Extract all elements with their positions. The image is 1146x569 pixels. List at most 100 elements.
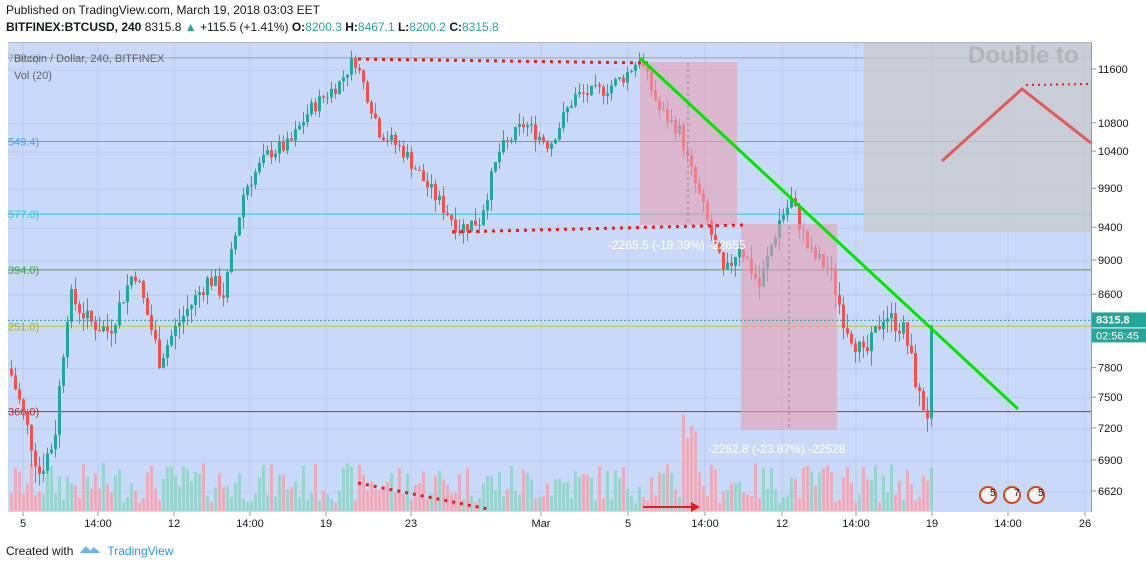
candle-body — [82, 313, 85, 319]
volume-bar — [46, 472, 49, 511]
candle-body — [398, 144, 401, 147]
volume-bar — [130, 483, 133, 511]
candle-body — [610, 85, 613, 94]
candle-body — [306, 114, 309, 123]
candle-body — [414, 168, 417, 170]
volume-bar — [874, 465, 877, 511]
price-axis[interactable]: 11600 10800 10400 9900 9400 9000 8600 7800 7500 7… — [1091, 42, 1146, 512]
volume-bar — [610, 499, 613, 511]
volume-bar — [530, 479, 533, 511]
volume-bar — [202, 463, 205, 511]
candle-body — [30, 424, 33, 451]
candle-body — [486, 200, 489, 211]
volume-bar — [390, 473, 393, 511]
volume-bar — [862, 466, 865, 511]
volume-bar — [50, 465, 53, 511]
volume-bar — [454, 493, 457, 511]
price-tick-label: 6620 — [1098, 486, 1122, 498]
volume-bar — [174, 475, 177, 511]
last-price-badge — [1092, 312, 1146, 328]
volume-bar — [482, 483, 485, 511]
volume-bar — [550, 495, 553, 511]
time-axis[interactable]: 5 14:00 12 14:00 19 23 Mar 5 14:00 12 14:00 19 14:00… — [8, 512, 1091, 534]
candle-body — [518, 124, 521, 127]
candle-body — [14, 375, 17, 390]
volume-bar — [722, 491, 725, 511]
volume-bar — [866, 479, 869, 511]
candle-body — [202, 292, 205, 296]
candle-body — [546, 142, 549, 149]
volume-bar — [506, 489, 509, 511]
price-tick-label: 7800 — [1098, 363, 1122, 375]
candle-body — [366, 82, 369, 103]
candle-body — [114, 325, 117, 334]
candle-body — [214, 276, 217, 286]
candle-body — [50, 449, 53, 454]
chart-pane[interactable]: 788.0) 549.4) 577.0) 394.0) 251.0) 366.0) Dou… — [8, 42, 1091, 514]
volume-bar — [402, 494, 405, 511]
candle-body — [926, 410, 929, 419]
candle-body — [798, 206, 801, 230]
volume-bar — [70, 483, 73, 511]
volume-bar — [230, 496, 233, 511]
volume-bar — [726, 490, 729, 511]
volume-bar — [222, 487, 225, 511]
candle-body — [878, 326, 881, 330]
volume-bar — [770, 468, 773, 511]
candle-body — [402, 146, 405, 158]
candle-body — [418, 169, 421, 171]
candle-body — [290, 138, 293, 141]
volume-bar — [622, 466, 625, 511]
volume-bar — [870, 479, 873, 511]
volume-bar — [414, 484, 417, 511]
close-label: C: — [449, 20, 462, 34]
volume-bar — [606, 470, 609, 511]
volume-bar — [178, 486, 181, 511]
candle-body — [218, 276, 221, 296]
volume-bar — [594, 500, 597, 511]
volume-bar — [250, 501, 253, 511]
volume-bar — [234, 482, 237, 511]
tradingview-link[interactable]: TradingView — [107, 543, 174, 558]
volume-bar — [618, 478, 621, 511]
candle-body — [122, 302, 125, 304]
candle-body — [166, 345, 169, 358]
volume-bar — [774, 489, 777, 511]
volume-bar — [490, 476, 493, 511]
volume-bar — [246, 501, 249, 511]
volume-bar — [630, 495, 633, 511]
candle-body — [558, 127, 561, 140]
candle-body — [326, 97, 329, 99]
candle-body — [158, 339, 161, 368]
event-flag-label: 5 — [990, 488, 996, 499]
candle-body — [254, 172, 257, 185]
volume-bar — [198, 474, 201, 511]
candle-body — [294, 129, 297, 141]
candle-body — [554, 139, 557, 144]
candle-body — [242, 194, 245, 218]
volume-bar — [106, 484, 109, 511]
volume-bar — [834, 502, 837, 511]
candle-body — [342, 77, 345, 82]
candle-body — [514, 126, 517, 141]
time-tick-label: 5 — [625, 518, 631, 530]
time-tick-label: 14:00 — [994, 518, 1022, 530]
open-value: 8200.3 — [305, 20, 342, 34]
candle-body — [498, 152, 501, 162]
candle-body — [434, 183, 437, 201]
volume-bar — [170, 467, 173, 511]
volume-bar — [718, 502, 721, 511]
candle-body — [446, 212, 449, 216]
volume-bar — [690, 426, 693, 511]
candle-body — [266, 150, 269, 155]
volume-bar — [182, 466, 185, 511]
resistance-dotted-line — [357, 57, 649, 65]
volume-bar — [602, 497, 605, 511]
candle-body — [274, 153, 277, 158]
volume-bar — [758, 498, 761, 511]
volume-bar — [146, 472, 149, 511]
candle-body — [858, 341, 861, 353]
volume-bar — [778, 502, 781, 511]
volume-bar — [818, 472, 821, 511]
volume-bar — [26, 483, 29, 511]
